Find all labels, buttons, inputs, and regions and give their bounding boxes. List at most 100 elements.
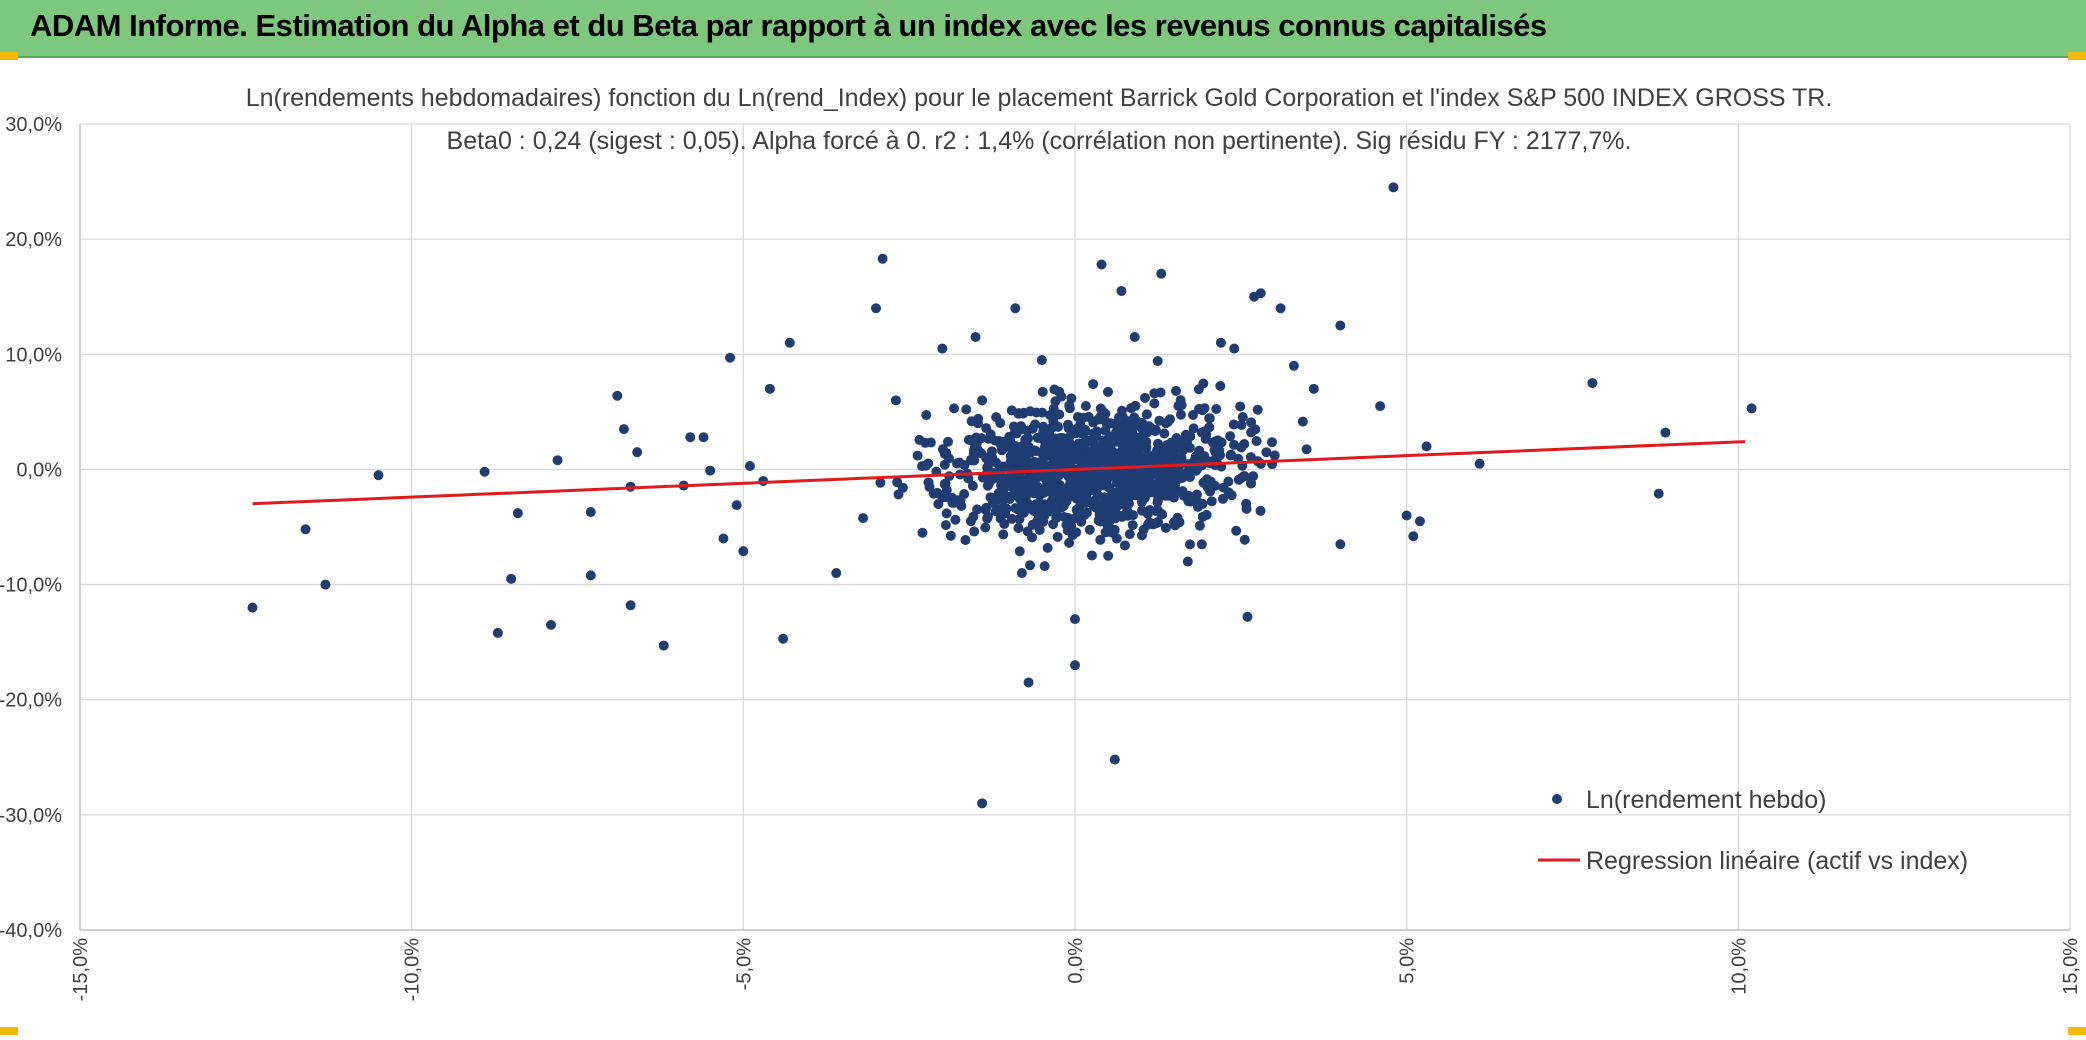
data-point: [1223, 476, 1234, 487]
report-header: ADAM Informe. Estimation du Alpha et du …: [0, 0, 2086, 58]
data-point: [1176, 452, 1187, 463]
data-point: [1111, 533, 1122, 544]
chart-title: Ln(rendements hebdomadaires) fonction du…: [246, 84, 1833, 112]
x-tick-label: -5,0%: [733, 938, 755, 990]
data-point: [1301, 444, 1312, 455]
data-point: [1069, 478, 1080, 489]
data-point: [1158, 475, 1169, 486]
data-point: [1130, 400, 1141, 411]
data-point: [1071, 493, 1082, 504]
data-point: [1081, 507, 1092, 518]
data-point: [1021, 491, 1032, 502]
data-point: [1198, 477, 1209, 488]
data-point: [1587, 378, 1598, 389]
data-point: [1081, 478, 1092, 489]
data-point: [1086, 550, 1097, 561]
data-point: [1016, 568, 1027, 579]
data-point: [1064, 432, 1075, 443]
data-point: [1238, 471, 1249, 482]
data-point: [1239, 439, 1250, 450]
data-point: [1080, 424, 1091, 435]
data-point: [831, 568, 842, 579]
data-point: [1038, 424, 1049, 435]
data-point: [953, 496, 964, 507]
data-point: [1151, 468, 1162, 479]
data-point: [877, 253, 888, 264]
y-tick-label: -10,0%: [0, 575, 62, 597]
data-point: [1186, 493, 1197, 504]
legend-marker-scatter: [1552, 794, 1562, 804]
data-point: [1128, 510, 1139, 521]
data-point: [1255, 505, 1266, 516]
data-point: [1149, 398, 1160, 409]
x-tick-label: 10,0%: [1728, 938, 1750, 995]
data-point: [1141, 409, 1152, 420]
data-point: [1211, 404, 1222, 415]
data-point: [949, 403, 960, 414]
data-point: [1049, 384, 1060, 395]
data-point: [1241, 503, 1252, 514]
data-point: [1401, 510, 1412, 521]
data-point: [1408, 531, 1419, 542]
data-point: [1169, 517, 1180, 528]
data-point: [1215, 337, 1226, 348]
data-point: [1155, 387, 1166, 398]
data-point: [1050, 470, 1061, 481]
data-point: [1064, 537, 1075, 548]
data-point: [1148, 519, 1159, 530]
data-point: [247, 602, 258, 613]
data-point: [999, 436, 1010, 447]
data-point: [1201, 509, 1212, 520]
data-point: [1267, 437, 1278, 448]
legend-label-regression: Regression linéaire (actif vs index): [1586, 847, 1968, 875]
data-point: [1051, 513, 1062, 524]
data-point: [1058, 500, 1069, 511]
data-point: [1090, 473, 1101, 484]
data-point: [685, 432, 696, 443]
data-point: [1150, 506, 1161, 517]
data-point: [985, 492, 996, 503]
data-point: [1150, 426, 1161, 437]
data-point: [945, 530, 956, 541]
data-point: [939, 448, 950, 459]
x-tick-label: -15,0%: [70, 938, 92, 1002]
data-point: [1162, 485, 1173, 496]
data-point: [1261, 447, 1272, 458]
report-title: ADAM Informe. Estimation du Alpha et du …: [30, 8, 1547, 43]
data-point: [967, 480, 978, 491]
data-point: [940, 478, 951, 489]
data-point: [1013, 522, 1024, 533]
data-point: [1116, 285, 1127, 296]
data-point: [1031, 407, 1042, 418]
data-point: [1010, 303, 1021, 314]
data-point: [373, 470, 384, 481]
data-point: [1215, 380, 1226, 391]
data-point: [1160, 522, 1171, 533]
regression-line-layer: [252, 440, 1746, 506]
data-point: [963, 473, 974, 484]
y-tick-label: -20,0%: [0, 690, 62, 712]
data-point: [492, 627, 503, 638]
data-point: [875, 477, 886, 488]
data-point: [1185, 431, 1196, 442]
data-point: [1046, 445, 1057, 456]
data-point: [1192, 449, 1203, 460]
data-point: [1191, 465, 1202, 476]
data-point: [941, 508, 952, 519]
corner-marker-bottom-left: [0, 1027, 18, 1035]
data-point: [1153, 438, 1164, 449]
data-point: [1198, 378, 1209, 389]
data-point: [585, 570, 596, 581]
data-point: [1036, 447, 1047, 458]
x-tick-label: 0,0%: [1065, 938, 1087, 984]
data-point: [1057, 448, 1068, 459]
data-point: [1021, 504, 1032, 515]
data-point: [1135, 484, 1146, 495]
data-point: [998, 485, 1009, 496]
data-point: [1051, 433, 1062, 444]
data-point: [937, 343, 948, 354]
data-point: [940, 520, 951, 531]
data-point: [1071, 424, 1082, 435]
data-point: [512, 508, 523, 519]
data-point: [1252, 404, 1263, 415]
